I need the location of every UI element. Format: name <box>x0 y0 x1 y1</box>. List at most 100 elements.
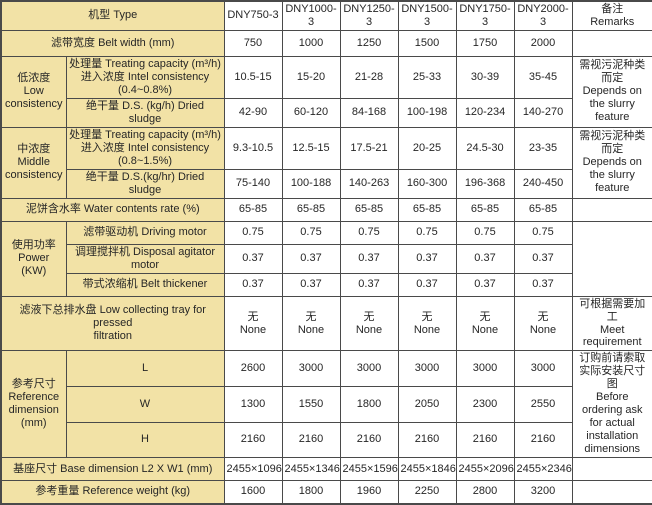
driving-motor-value: 0.75 <box>455 220 515 245</box>
dimension-h-value: 2160 <box>455 421 515 459</box>
belt-thickener-value: 0.37 <box>281 272 341 297</box>
reference-weight-value: 2800 <box>455 480 515 505</box>
belt-width-value: 2000 <box>513 29 573 57</box>
low-capacity-value: 35-45 <box>513 55 573 99</box>
low-capacity-value: 25-33 <box>397 55 457 99</box>
agitator-motor-value: 0.37 <box>339 243 399 274</box>
water-rate-value: 65-85 <box>455 197 515 222</box>
collecting-tray-value: 无 None <box>397 295 457 352</box>
dimension-remark: 订购前请索取实际安装尺寸图 Before ordering ask for ac… <box>571 350 652 459</box>
agitator-motor-value: 0.37 <box>281 243 341 274</box>
dimension-w-label: W <box>65 386 225 423</box>
collecting-tray-value: 无 None <box>339 295 399 352</box>
dimension-h-label: H <box>65 421 225 459</box>
water-rate-row: 泥饼含水率 Water contents rate (%) 65-85 65-8… <box>0 197 652 222</box>
header-remarks-cell: 备注 Remarks <box>571 0 652 31</box>
low-capacity-value: 10.5-15 <box>223 55 283 99</box>
low-capacity-label: 处理量 Treating capacity (m³/h) 进入浓度 Intel … <box>65 55 225 99</box>
mid-capacity-value: 24.5-30 <box>455 126 515 170</box>
dimension-l-row: 参考尺寸 Reference dimension (mm) L 2600 300… <box>0 350 652 459</box>
base-dimension-value: 2455×1346 <box>281 457 341 482</box>
low-ds-value: 100-198 <box>397 97 457 128</box>
dimension-h-row: H 2160 2160 2160 2160 2160 2160 <box>1 421 652 459</box>
driving-motor-row: 使用功率 Power (KW) 滤带驱动机 Driving motor 0.75… <box>0 220 652 297</box>
driving-motor-value: 0.75 <box>397 220 457 245</box>
low-ds-row: 绝干量 D.S. (kg/h) Dried sludge 42-90 60-12… <box>1 97 652 128</box>
water-rate-value: 65-85 <box>397 197 457 222</box>
header-row: 机型 Type DNY750-3 DNY1000-3 DNY1250-3 DNY… <box>0 0 652 31</box>
belt-width-label: 滤带宽度 Belt width (mm) <box>0 29 225 57</box>
low-ds-value: 42-90 <box>223 97 283 128</box>
base-dimension-value: 2455×2346 <box>513 457 573 482</box>
belt-width-value: 750 <box>223 29 283 57</box>
belt-thickener-label: 带式浓缩机 Belt thickener <box>65 272 225 297</box>
belt-thickener-value: 0.37 <box>513 272 573 297</box>
base-dimension-value: 2455×1846 <box>397 457 457 482</box>
low-ds-value: 140-270 <box>513 97 573 128</box>
driving-motor-value: 0.75 <box>513 220 573 245</box>
dimension-l-value: 3000 <box>397 350 457 388</box>
belt-width-value: 1000 <box>281 29 341 57</box>
water-rate-value: 65-85 <box>513 197 573 222</box>
driving-motor-label: 滤带驱动机 Driving motor <box>65 220 225 245</box>
mid-ds-value: 240-450 <box>513 168 573 199</box>
belt-thickener-value: 0.37 <box>339 272 399 297</box>
collecting-tray-value: 无 None <box>513 295 573 352</box>
mid-capacity-value: 23-35 <box>513 126 573 170</box>
reference-weight-remark-empty <box>571 480 652 505</box>
low-consistency-group-label: 低浓度 Low consistency <box>0 55 67 128</box>
mid-ds-value: 140-263 <box>339 168 399 199</box>
base-dimension-label: 基座尺寸 Base dimension L2 X W1 (mm) <box>0 457 225 482</box>
mid-capacity-value: 17.5-21 <box>339 126 399 170</box>
low-ds-value: 84-168 <box>339 97 399 128</box>
base-dimension-row: 基座尺寸 Base dimension L2 X W1 (mm) 2455×10… <box>0 457 652 482</box>
low-ds-value: 60-120 <box>281 97 341 128</box>
agitator-motor-value: 0.37 <box>223 243 283 274</box>
mid-ds-row: 绝干量 D.S.(kg/hr) Dried sludge 75-140 100-… <box>1 168 652 199</box>
belt-width-remark-empty <box>571 29 652 57</box>
dimension-w-value: 2550 <box>513 386 573 423</box>
collecting-tray-remark: 可根据需要加工 Meet requirement <box>571 295 652 352</box>
collecting-tray-label: 滤液下总排水盘 Low collecting tray for pressed … <box>0 295 225 352</box>
low-ds-label: 绝干量 D.S. (kg/h) Dried sludge <box>65 97 225 128</box>
middle-consistency-remark: 需视污泥种类而定 Depends on the slurry feature <box>571 126 652 199</box>
dimension-l-value: 3000 <box>281 350 341 388</box>
mid-ds-value: 75-140 <box>223 168 283 199</box>
header-model: DNY1750-3 <box>455 0 515 31</box>
dimension-l-value: 2600 <box>223 350 283 388</box>
belt-width-value: 1750 <box>455 29 515 57</box>
mid-ds-value: 160-300 <box>397 168 457 199</box>
low-capacity-value: 15-20 <box>281 55 341 99</box>
power-group-label: 使用功率 Power (KW) <box>0 220 67 297</box>
reference-weight-row: 参考重量 Reference weight (kg) 1600 1800 196… <box>0 480 652 505</box>
collecting-tray-value: 无 None <box>455 295 515 352</box>
belt-thickener-value: 0.37 <box>223 272 283 297</box>
mid-capacity-row: 中浓度 Middle consistency 处理量 Treating capa… <box>0 126 652 199</box>
header-type-cell: 机型 Type <box>0 0 225 31</box>
dimension-w-row: W 1300 1550 1800 2050 2300 2550 <box>1 386 652 423</box>
water-rate-remark-empty <box>571 197 652 222</box>
base-dimension-value: 2455×1596 <box>339 457 399 482</box>
reference-weight-value: 3200 <box>513 480 573 505</box>
header-model: DNY750-3 <box>223 0 283 31</box>
agitator-motor-value: 0.37 <box>455 243 515 274</box>
belt-width-value: 1250 <box>339 29 399 57</box>
mid-capacity-value: 12.5-15 <box>281 126 341 170</box>
dimension-group-label: 参考尺寸 Reference dimension (mm) <box>0 350 67 459</box>
middle-consistency-group-label: 中浓度 Middle consistency <box>0 126 67 199</box>
reference-weight-value: 1960 <box>339 480 399 505</box>
base-dimension-remark-empty <box>571 457 652 482</box>
header-model: DNY2000-3 <box>513 0 573 31</box>
dimension-w-value: 1800 <box>339 386 399 423</box>
mid-capacity-label: 处理量 Treating capacity (m³/h) 进入浓度 Intel … <box>65 126 225 170</box>
dimension-h-value: 2160 <box>223 421 283 459</box>
reference-weight-value: 1600 <box>223 480 283 505</box>
collecting-tray-value: 无 None <box>223 295 283 352</box>
water-rate-value: 65-85 <box>339 197 399 222</box>
mid-capacity-value: 9.3-10.5 <box>223 126 283 170</box>
dimension-h-value: 2160 <box>281 421 341 459</box>
low-ds-value: 120-234 <box>455 97 515 128</box>
low-consistency-remark: 需视污泥种类而定 Depends on the slurry feature <box>571 55 652 128</box>
water-rate-value: 65-85 <box>281 197 341 222</box>
